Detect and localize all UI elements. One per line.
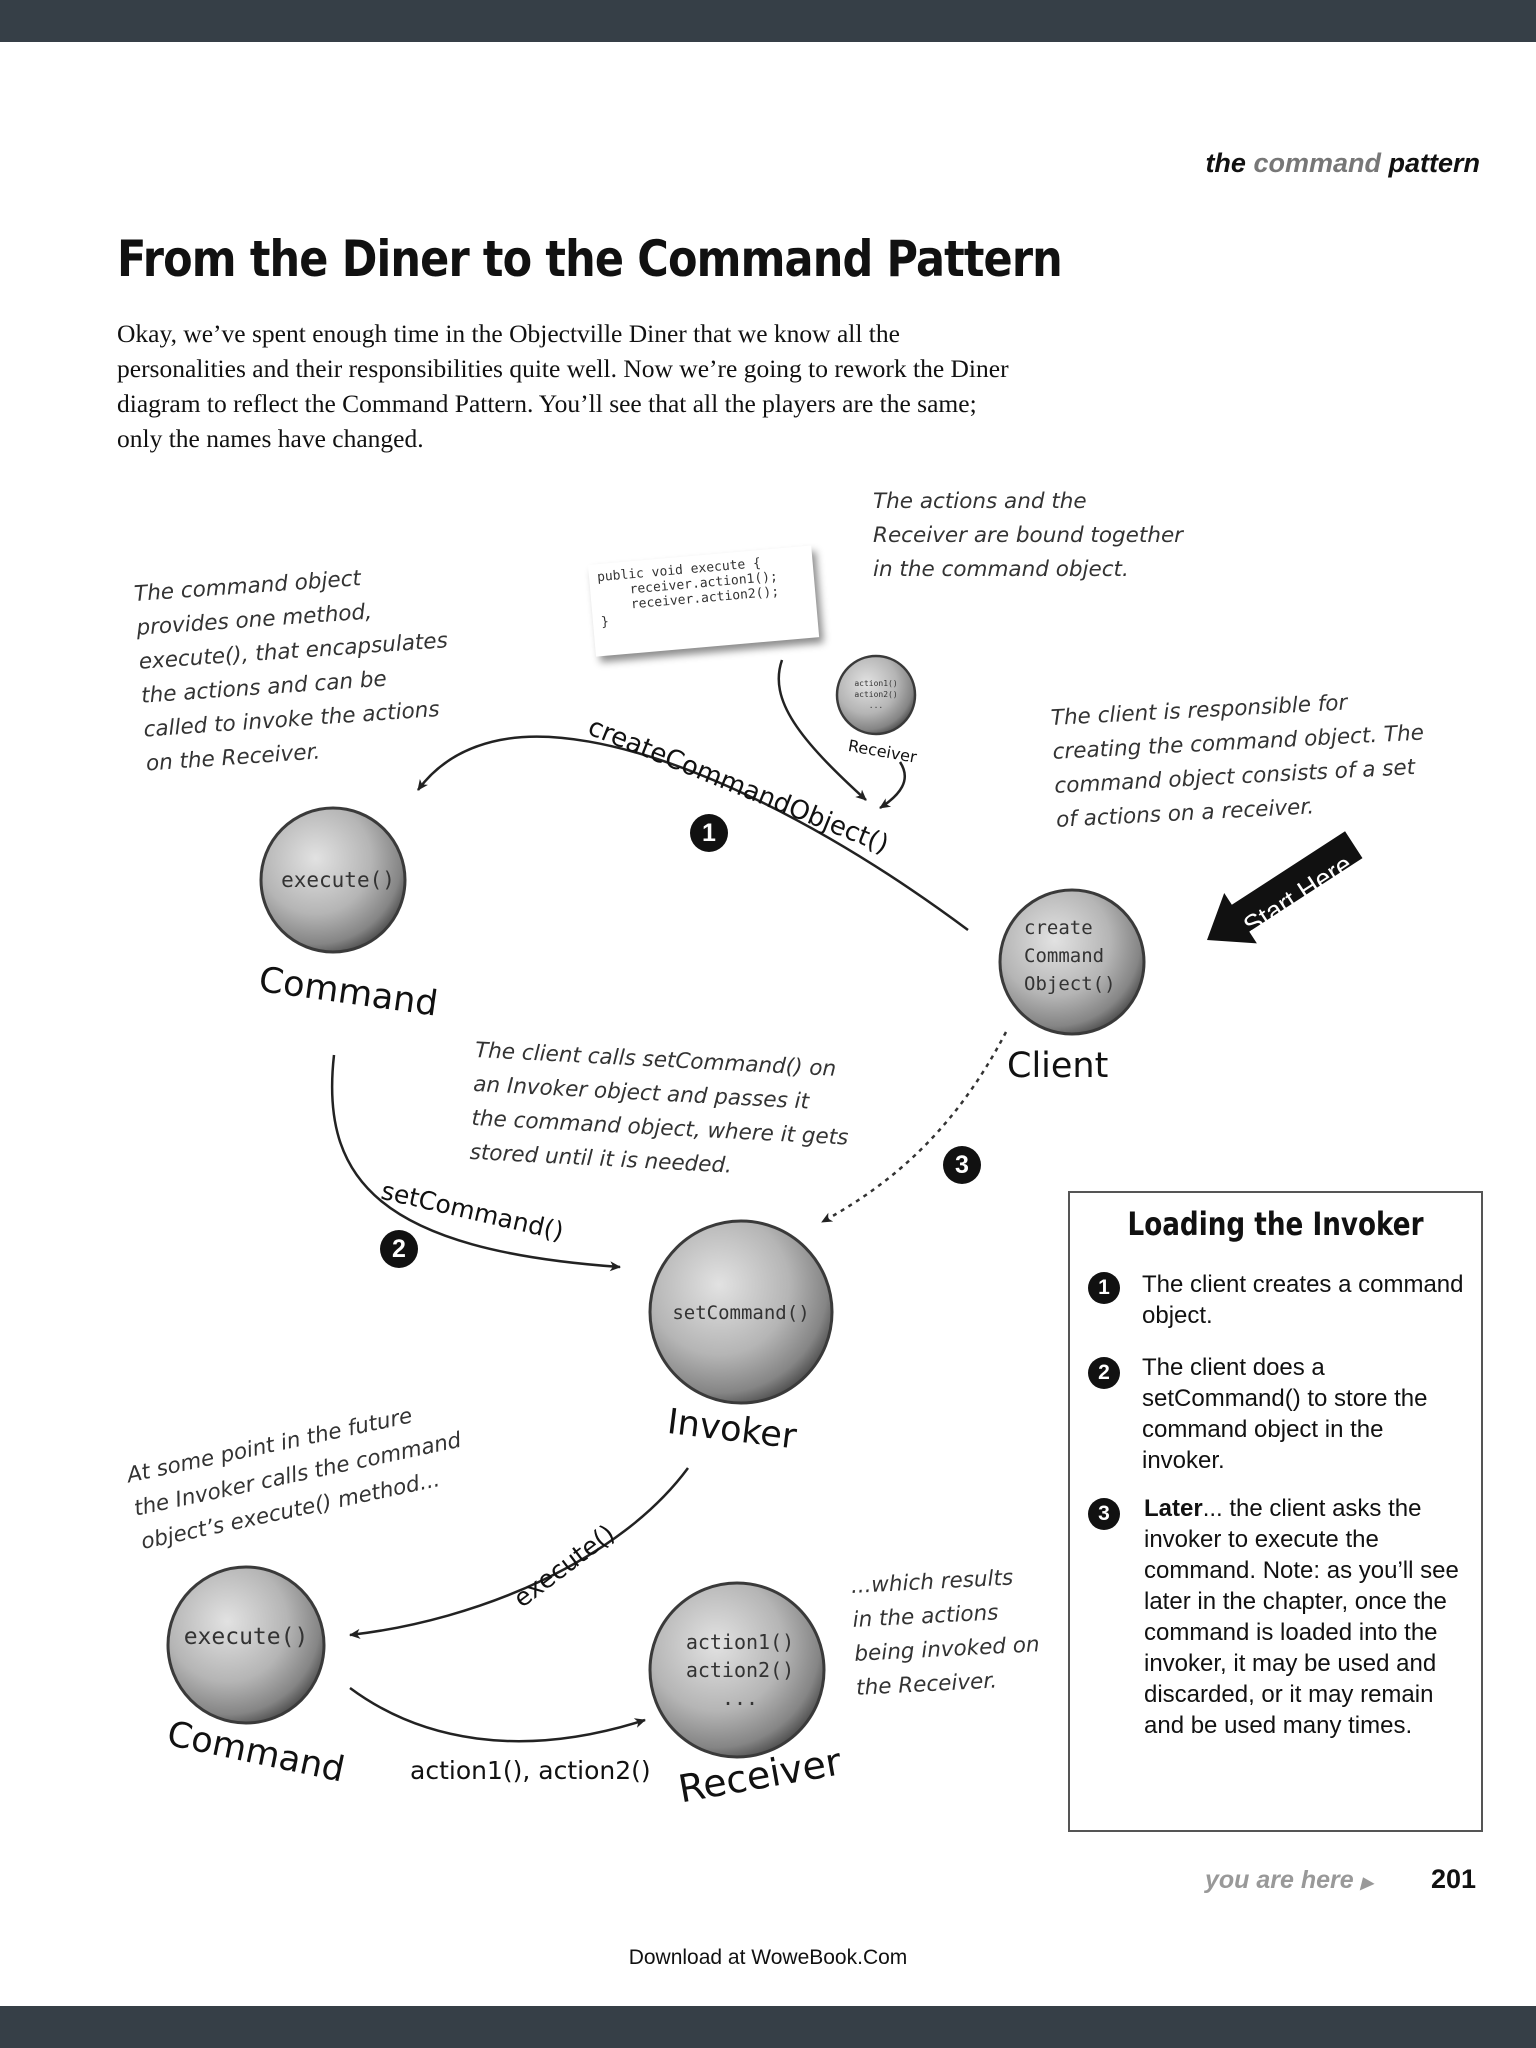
panel-step-1-text: The client creates a command object. [1142, 1271, 1464, 1329]
receiver-methods: action1() action2() ... [685, 1630, 795, 1710]
command-top-method: execute() [281, 868, 395, 892]
invoker-sphere [648, 1219, 834, 1405]
client-label: Client [1007, 1046, 1109, 1086]
panel-step-badge-2: 2 [1088, 1357, 1120, 1389]
running-head: the command pattern [1205, 148, 1480, 179]
panel-step-1: The client creates a command object. [1142, 1269, 1472, 1331]
arrow-set-command [330, 1054, 621, 1272]
arrow-card-to-command [777, 659, 867, 801]
command-bottom-method: execute() [183, 1624, 309, 1650]
arrow-actions [349, 1686, 646, 1743]
step-badge-3: 3 [943, 1146, 981, 1184]
triangle-right-icon: ▶ [1360, 1875, 1373, 1892]
step-badge-1: 1 [690, 814, 728, 852]
arrow-receiver-to-command [879, 761, 906, 810]
arrow-execute [349, 1467, 690, 1639]
you-are-here-text: you are here [1205, 1866, 1354, 1894]
panel-step-3: Later... the client asks the invoker to … [1144, 1493, 1474, 1741]
invoker-method: setCommand() [672, 1302, 810, 1324]
arrow-create-command [416, 735, 969, 932]
step-badge-2: 2 [380, 1230, 418, 1268]
page-title: From the Diner to the Command Pattern [117, 230, 1063, 288]
panel-step-2: The client does a setCommand() to store … [1142, 1352, 1472, 1476]
running-head-suffix: pattern [1380, 148, 1480, 178]
top-bar [0, 0, 1536, 42]
panel-step-3-bold: Later [1144, 1495, 1203, 1522]
execute-code-card: public void execute { receiver.action1()… [588, 545, 820, 657]
note-set-command: The client calls setCommand() on an Invo… [469, 1037, 849, 1179]
download-footer: Download at WoweBook.Com [628, 1946, 908, 1969]
client-sphere [998, 888, 1146, 1036]
command-bottom-sphere [166, 1565, 326, 1725]
note-command-object: The command object provides one method, … [133, 566, 449, 777]
page-number: 201 [1431, 1864, 1477, 1894]
running-head-highlight: command [1253, 148, 1381, 178]
small-receiver-sphere [835, 654, 917, 736]
note-bound-together: The actions and the Receiver are bound t… [873, 489, 1184, 582]
note-results: ...which results in the actions being in… [850, 1565, 1041, 1701]
you-are-here: you are here ▶ [1205, 1866, 1373, 1895]
receiver-sphere [648, 1581, 826, 1759]
small-receiver-methods: action1() action2() ... [854, 679, 898, 710]
actions-arrow-label: action1(), action2() [410, 1756, 651, 1785]
client-method: create Command Object() [1024, 917, 1116, 995]
bottom-bar [0, 2006, 1536, 2048]
arrow-client-to-invoker [821, 1031, 1008, 1224]
note-client-responsible: The client is responsible for creating t… [1050, 690, 1425, 833]
panel-step-badge-1: 1 [1088, 1272, 1120, 1304]
start-here-arrow [1207, 831, 1363, 944]
panel-step-2-text: The client does a setCommand() to store … [1142, 1354, 1428, 1474]
intro-paragraph: Okay, we’ve spent enough time in the Obj… [117, 319, 1009, 453]
panel-step-3-text: ... the client asks the invoker to execu… [1144, 1495, 1459, 1739]
panel-title: Loading the Invoker [1127, 1205, 1424, 1243]
panel-step-badge-3: 3 [1088, 1498, 1120, 1530]
loading-invoker-panel: Loading the Invoker 1 The client creates… [1068, 1191, 1483, 1832]
running-head-prefix: the [1205, 148, 1254, 178]
command-top-sphere [259, 806, 407, 954]
